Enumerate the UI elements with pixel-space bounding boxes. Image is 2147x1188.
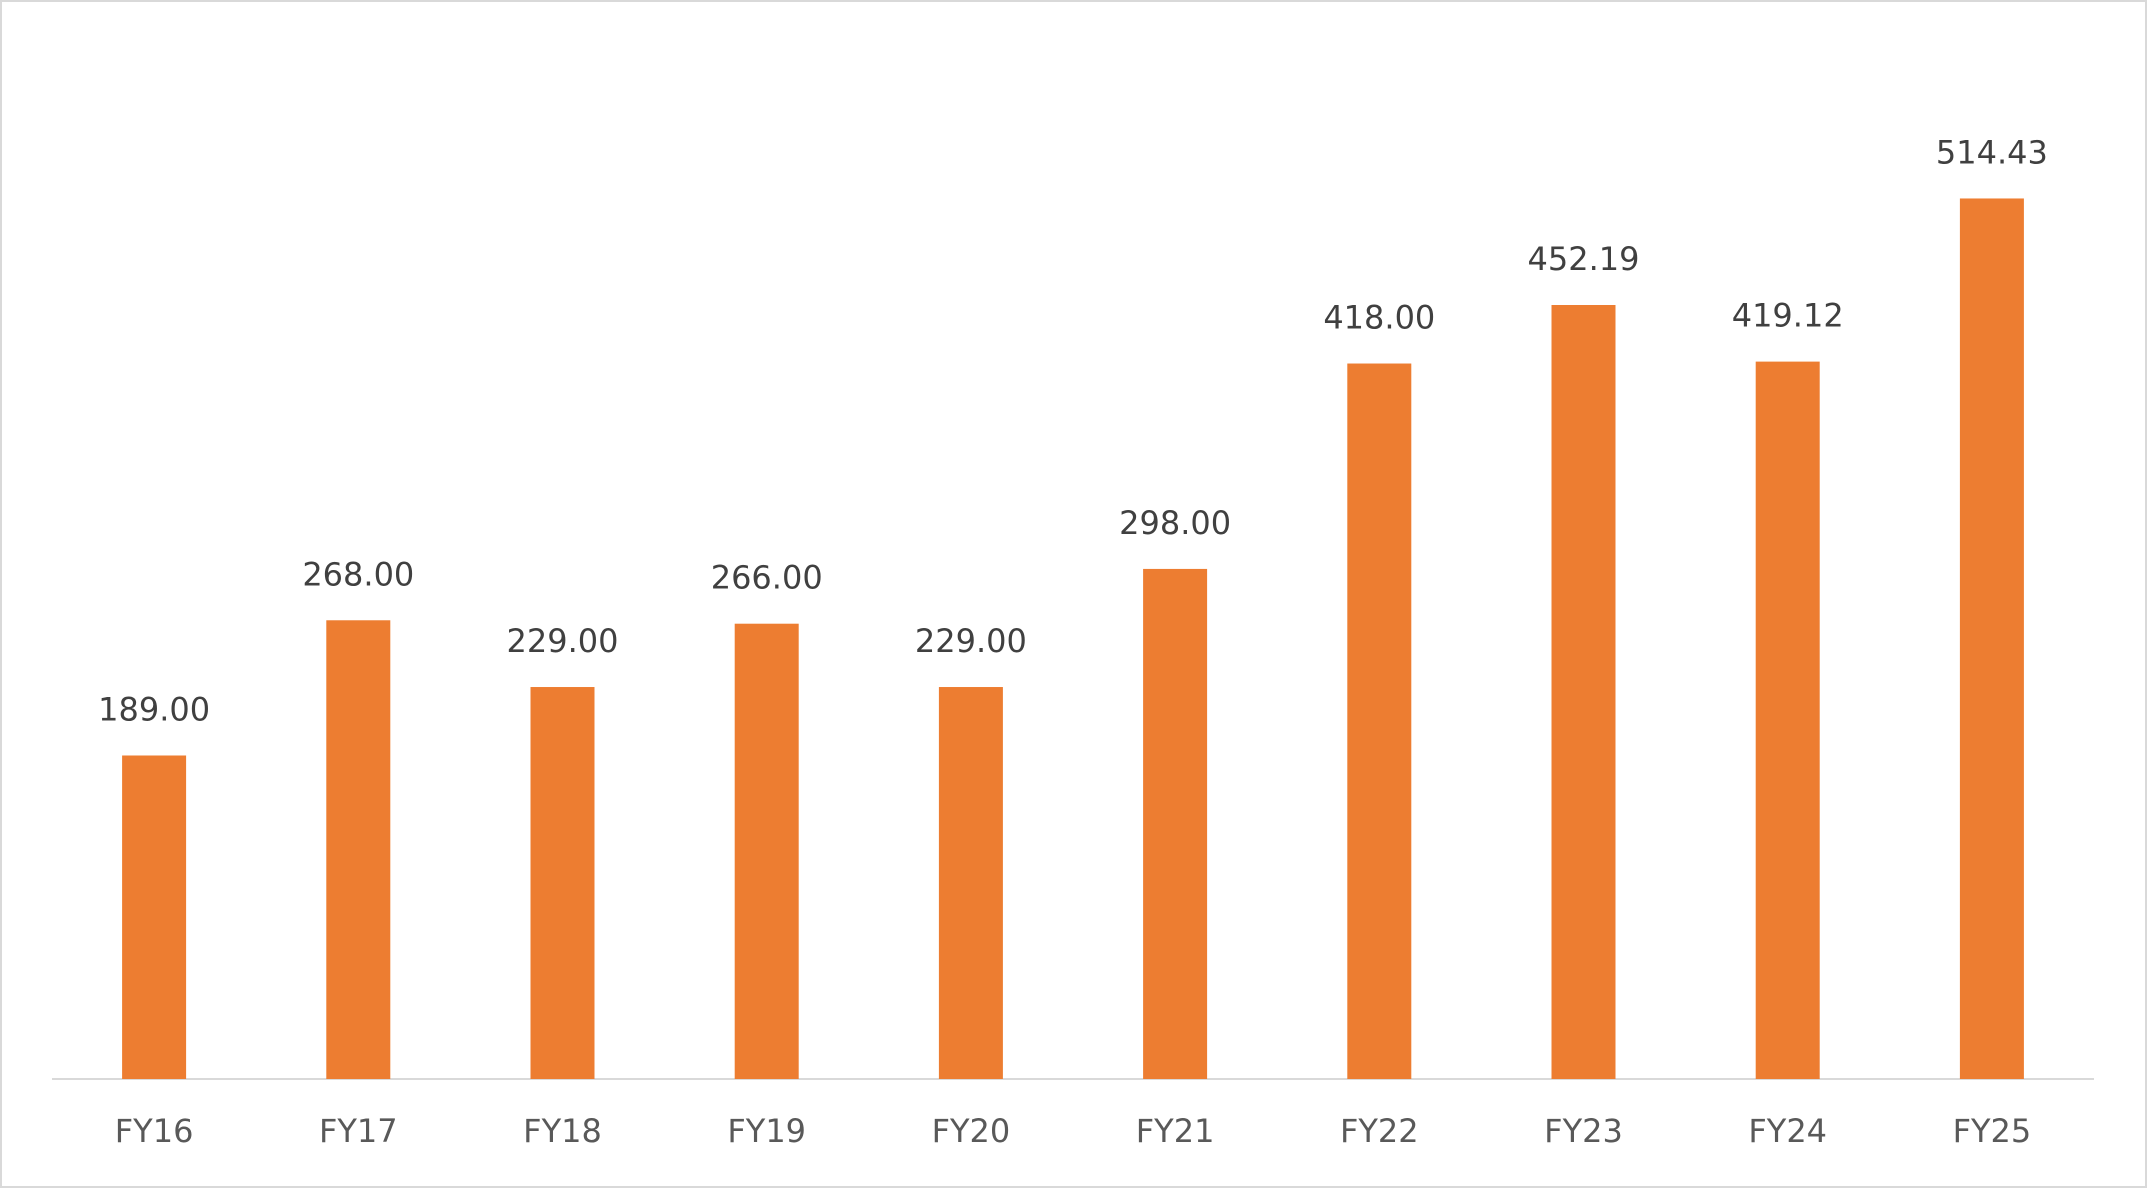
x-tick-label: FY20 xyxy=(932,1112,1011,1150)
bar xyxy=(530,687,595,1079)
bar xyxy=(1551,305,1616,1079)
value-label: 418.00 xyxy=(1323,299,1435,337)
x-tick-label: FY18 xyxy=(523,1112,602,1150)
value-label: 229.00 xyxy=(915,622,1027,660)
bar xyxy=(326,620,391,1079)
bar xyxy=(122,755,187,1079)
value-label: 298.00 xyxy=(1119,504,1231,542)
value-label: 229.00 xyxy=(507,622,619,660)
bar xyxy=(1347,363,1412,1080)
value-label: 266.00 xyxy=(711,559,823,597)
x-tick-label: FY23 xyxy=(1544,1112,1623,1150)
value-label: 189.00 xyxy=(98,690,210,728)
value-label: 452.19 xyxy=(1528,240,1640,278)
x-tick-label: FY22 xyxy=(1340,1112,1419,1150)
x-tick-label: FY17 xyxy=(319,1112,398,1150)
bar xyxy=(938,687,1003,1079)
x-tick-label: FY16 xyxy=(115,1112,194,1150)
x-tick-label: FY21 xyxy=(1136,1112,1215,1150)
x-tick-label: FY25 xyxy=(1953,1112,2032,1150)
value-label: 419.12 xyxy=(1732,297,1844,335)
value-label: 268.00 xyxy=(302,555,414,593)
x-tick-label: FY19 xyxy=(727,1112,806,1150)
bar xyxy=(1143,568,1208,1079)
bar xyxy=(1755,361,1820,1079)
value-label: 514.43 xyxy=(1936,133,2048,171)
bar xyxy=(1959,198,2024,1080)
bar xyxy=(734,623,799,1079)
x-tick-label: FY24 xyxy=(1748,1112,1827,1150)
